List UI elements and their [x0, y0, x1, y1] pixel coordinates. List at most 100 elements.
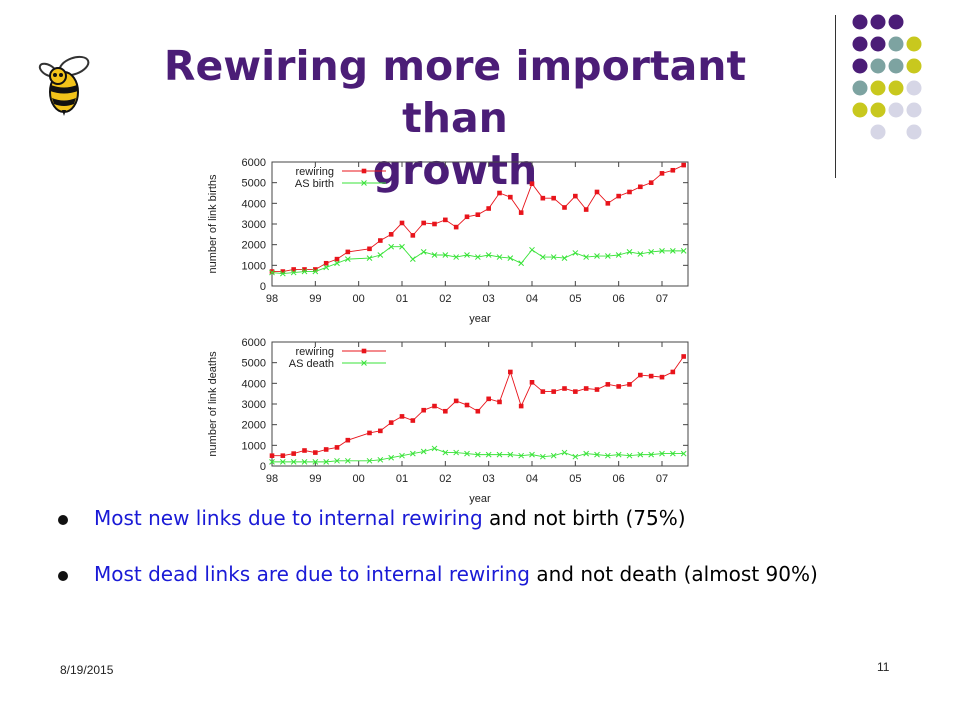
data-point: [464, 252, 470, 258]
data-point: [409, 256, 416, 262]
data-point: [334, 457, 340, 464]
data-point: [681, 354, 686, 359]
data-point: [367, 430, 372, 436]
y-tick-label: 0: [260, 461, 266, 473]
data-point: [269, 459, 275, 465]
data-point: [539, 453, 546, 460]
data-point: [648, 451, 655, 458]
data-point: [648, 249, 655, 255]
data-point: [313, 450, 318, 455]
data-point: [497, 190, 502, 196]
data-point: [497, 399, 502, 405]
slide-title: Rewiring more important than growth: [110, 40, 800, 196]
data-point: [475, 212, 481, 217]
y-tick-label: 3000: [242, 219, 266, 231]
data-point: [421, 407, 426, 413]
decor-dot: [870, 58, 886, 74]
decor-dot: [852, 80, 868, 96]
data-point: [345, 437, 351, 443]
data-point: [312, 268, 319, 275]
decor-dot: [906, 58, 922, 74]
legend-label: AS death: [289, 358, 334, 370]
data-point: [367, 246, 372, 252]
data-point: [604, 452, 611, 459]
data-point: [529, 451, 535, 458]
x-tick-label: 00: [353, 293, 365, 305]
data-point: [486, 396, 491, 402]
data-point: [269, 453, 275, 458]
data-point: [551, 389, 556, 394]
x-tick-label: 05: [569, 293, 581, 305]
data-point: [291, 267, 296, 272]
data-point: [616, 384, 621, 389]
data-point: [485, 252, 492, 258]
data-point: [605, 201, 611, 206]
series-line-rewiring: [272, 356, 685, 457]
data-point: [507, 255, 514, 261]
data-point: [453, 398, 459, 404]
data-point: [561, 449, 568, 456]
data-point: [605, 382, 611, 387]
data-point: [615, 252, 622, 258]
data-point: [279, 459, 286, 465]
data-point: [312, 459, 319, 465]
y-axis-label: number of link deaths: [207, 351, 219, 457]
data-point: [399, 243, 405, 250]
data-point: [680, 248, 687, 254]
data-point: [388, 420, 394, 425]
data-point: [594, 253, 600, 259]
data-point: [508, 194, 513, 200]
data-point: [323, 260, 329, 266]
data-point: [302, 267, 307, 272]
data-point: [604, 253, 611, 259]
data-point: [366, 457, 373, 464]
data-point: [475, 408, 481, 414]
data-point: [496, 254, 503, 260]
decor-dot: [870, 36, 886, 52]
data-point: [366, 255, 373, 261]
chart-link-births: 0 1000 2000 3000 4000 5000 6000 98 99 00 01 02 03 04 0…: [207, 157, 689, 325]
data-point: [583, 254, 590, 260]
legend-marker: [361, 360, 367, 366]
data-point: [518, 452, 525, 459]
y-tick-label: 6000: [242, 337, 266, 349]
data-point: [301, 459, 308, 465]
x-tick-label: 99: [309, 473, 321, 485]
data-point: [334, 260, 340, 267]
data-point: [529, 380, 535, 385]
x-axis-label: year: [469, 493, 491, 505]
data-point: [421, 220, 426, 226]
data-point: [540, 389, 546, 394]
y-tick-label: 2000: [242, 240, 266, 252]
yellow-jacket-bee-icon: [38, 55, 90, 116]
footer-date: 8/19/2015: [60, 663, 114, 677]
y-tick-label: 3000: [242, 399, 266, 411]
data-point: [323, 264, 330, 271]
data-point: [680, 450, 687, 457]
data-point: [562, 205, 567, 210]
data-point: [443, 217, 448, 223]
decor-dot: [906, 124, 922, 140]
data-point: [659, 171, 665, 176]
decor-dot: [906, 80, 922, 96]
legend-marker: [361, 168, 367, 174]
x-tick-label: 04: [526, 293, 538, 305]
data-point: [399, 414, 405, 419]
data-point: [378, 428, 383, 434]
data-point: [550, 254, 557, 260]
data-point: [269, 269, 275, 276]
y-axis-label: number of link births: [207, 174, 219, 274]
data-point: [659, 248, 665, 254]
data-point: [529, 246, 535, 253]
data-point: [518, 260, 525, 267]
data-point: [269, 269, 275, 274]
y-tick-label: 2000: [242, 420, 266, 432]
data-point: [377, 252, 384, 258]
data-point: [378, 238, 383, 243]
bullet-list: Most new links due to internal rewiring …: [58, 505, 918, 617]
decor-dot: [888, 102, 904, 118]
data-point: [464, 402, 470, 408]
data-point: [594, 451, 600, 458]
data-point: [594, 387, 600, 392]
data-point: [474, 451, 481, 458]
